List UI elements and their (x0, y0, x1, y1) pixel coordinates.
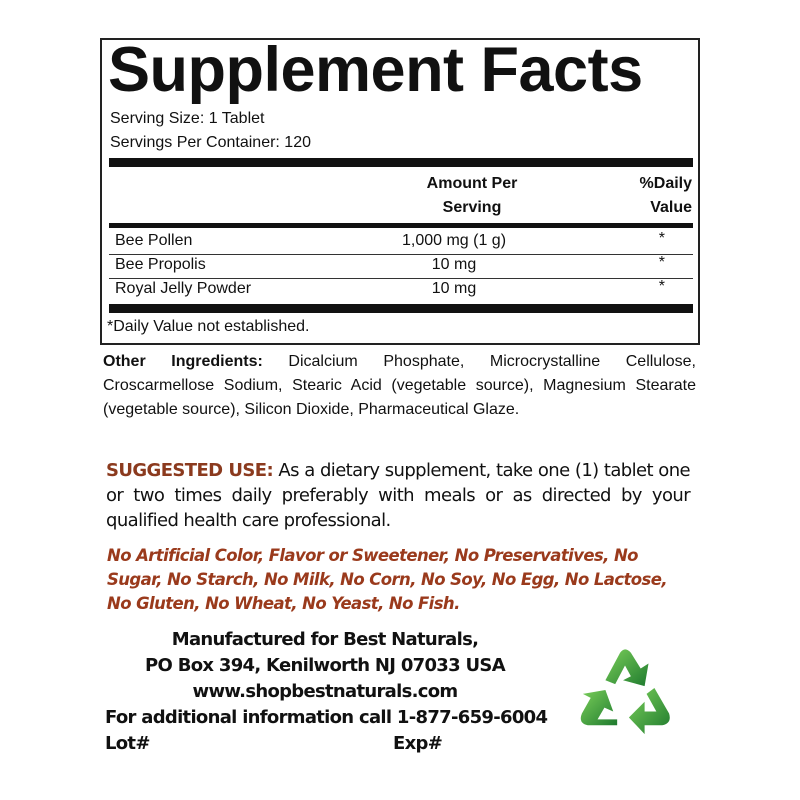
lot-number-label: Lot# (105, 733, 150, 754)
header-amount-line2: Serving (442, 199, 502, 216)
free-from-statement: No Artificial Color, Flavor or Sweetener… (107, 546, 668, 613)
table-row: Royal Jelly Powder 10 mg * (109, 278, 693, 302)
header-amount-line1: Amount Per (426, 175, 518, 192)
serving-size: Serving Size: 1 Tablet (110, 110, 265, 127)
ingredient-dv: * (658, 254, 665, 271)
table-row: Bee Propolis 10 mg * (109, 254, 693, 278)
ingredient-dv: * (658, 278, 665, 295)
row-divider (109, 254, 693, 255)
other-ingredients: Other Ingredients: Dicalcium Phosphate, … (103, 350, 696, 422)
header-daily-value: %Daily Value (612, 172, 692, 220)
manufacturer-website: www.shopbestnaturals.com (192, 681, 459, 702)
header-dv-line2: Value (650, 199, 692, 216)
table-row: Bee Pollen 1,000 mg (1 g) * (109, 230, 693, 254)
manufacturer-line1: Manufactured for Best Naturals, (171, 629, 479, 650)
ingredient-amount: 10 mg (431, 280, 477, 297)
row-divider (109, 278, 693, 279)
footnote: *Daily Value not established. (107, 318, 310, 335)
divider-thick (109, 304, 693, 313)
ingredient-dv: * (658, 230, 665, 247)
servings-per-container: Servings Per Container: 120 (110, 134, 311, 151)
divider-thick (109, 158, 693, 167)
panel-title: Supplement Facts (108, 35, 643, 105)
exp-date-label: Exp# (393, 733, 443, 754)
ingredient-name: Bee Propolis (115, 256, 206, 273)
suggested-use: SUGGESTED USE: As a dietary supplement, … (106, 458, 691, 533)
suggested-use-label: SUGGESTED USE: (106, 460, 274, 481)
other-ingredients-label: Other Ingredients: (103, 353, 263, 370)
other-ingredients-text: Dicalcium Phosphate, Microcrystalline Ce… (103, 353, 696, 418)
header-dv-line1: %Daily (639, 175, 692, 192)
recycle-icon (580, 649, 670, 735)
header-amount: Amount Per Serving (392, 172, 552, 220)
manufacturer-phone: For additional information call 1-877-65… (105, 707, 548, 728)
supplement-facts-panel: Supplement Facts Serving Size: 1 Tablet … (100, 35, 700, 345)
ingredient-name: Bee Pollen (115, 232, 193, 249)
ingredient-amount: 1,000 mg (1 g) (401, 232, 507, 249)
manufacturer-address: PO Box 394, Kenilworth NJ 07033 USA (145, 655, 506, 676)
ingredient-name: Royal Jelly Powder (115, 280, 252, 297)
manufacturer-info: Manufactured for Best Naturals, PO Box 3… (105, 627, 565, 757)
suggested-use-text: As a dietary supplement, take one (1) ta… (106, 460, 691, 531)
divider-medium (109, 223, 693, 228)
ingredient-amount: 10 mg (431, 256, 477, 273)
